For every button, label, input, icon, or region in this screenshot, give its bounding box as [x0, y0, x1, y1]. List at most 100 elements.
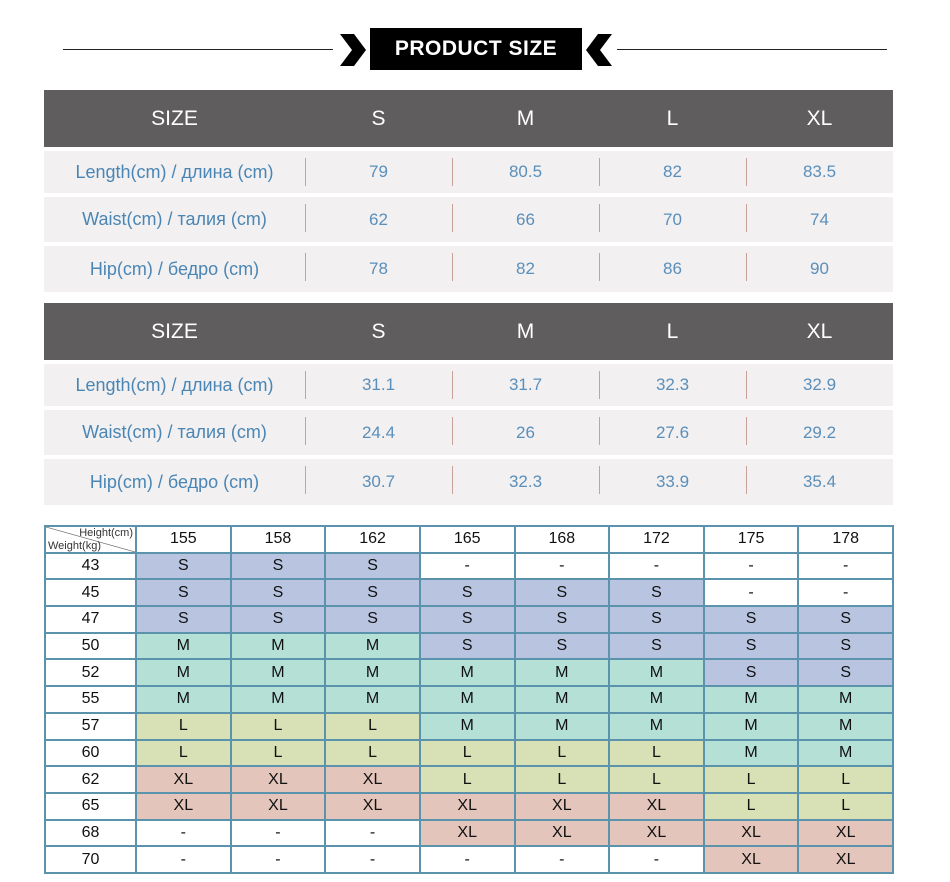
weight: 50 [44, 631, 137, 661]
weight: 70 [44, 845, 137, 874]
size-cell: L [418, 738, 516, 768]
cell-value: 35.4 [746, 459, 893, 505]
size-cell: - [418, 845, 516, 874]
size-cell: M [135, 658, 232, 688]
grid-row: 68- - - XL XL XL XL XL [44, 818, 894, 848]
cell-value: 24.4 [305, 410, 452, 455]
cell-value: 86 [599, 246, 746, 292]
size-cell: XL [608, 791, 705, 821]
size-cell: XL [229, 791, 327, 821]
height: 165 [418, 525, 516, 554]
size-cell: L [702, 791, 800, 821]
cell-value: 29.2 [746, 410, 893, 455]
column-header: M [516, 319, 535, 343]
corner: Height(cm) Weight(kg) [44, 525, 137, 554]
size-cell: M [418, 685, 516, 714]
size-cell: M [135, 685, 232, 714]
cell-value: 31.1 [305, 364, 452, 406]
size-cell: M [702, 738, 800, 768]
size-cell: L [702, 765, 800, 794]
size-row: Length(cm) / длина (cm) 79 80.5 82 83.5 [44, 151, 893, 193]
grid-row: 65 XL XL XL XL XL XL L L [44, 791, 894, 821]
cell-value: 31.7 [452, 364, 599, 406]
size-cell: L [797, 791, 894, 821]
size-cell: XL [513, 818, 611, 848]
size-cell: S [513, 578, 611, 608]
size-cell: L [229, 738, 327, 768]
header-row: SIZE S M L XL [44, 90, 893, 147]
size-cell: L [135, 711, 232, 741]
size-cell: S [324, 578, 421, 608]
height: 168 [513, 525, 611, 554]
size-cell: M [513, 685, 611, 714]
size-cell: L [608, 738, 705, 768]
size-cell: S [135, 551, 232, 581]
size-cell: - [135, 818, 232, 848]
size-cell: S [418, 631, 516, 661]
weight: 68 [44, 818, 137, 848]
size-cell: - [513, 551, 611, 581]
size-cell: M [702, 685, 800, 714]
size-cell: S [702, 605, 800, 634]
size-cell: M [608, 658, 705, 688]
size-cell: S [324, 605, 421, 634]
size-cell: S [702, 658, 800, 688]
size-cell: - [608, 551, 705, 581]
size-cell: S [608, 631, 705, 661]
column-header: SIZE [151, 106, 198, 130]
size-cell: S [135, 578, 232, 608]
size-cell: XL [702, 818, 800, 848]
size-cell: L [324, 711, 421, 741]
size-cell: L [608, 765, 705, 794]
weight: 65 [44, 791, 137, 821]
size-row: Hip(cm) / бедро (cm) 78 82 86 90 [44, 246, 893, 292]
size-cell: S [608, 578, 705, 608]
cell-value: 27.6 [599, 410, 746, 455]
size-cell: - [702, 578, 800, 608]
row-label: Length(cm) / длина (cm) [75, 161, 274, 182]
weight: 60 [44, 738, 137, 768]
grid-row: 45 S S S S S S - - [44, 578, 894, 608]
size-cell: M [608, 711, 705, 741]
size-row: Waist(cm) / талия (cm) 24.4 26 27.6 29.2 [44, 410, 893, 455]
column-header: SIZE [151, 319, 198, 343]
cell-value: 90 [746, 246, 893, 292]
cell-value: 82 [599, 151, 746, 193]
cell-value: 70 [599, 197, 746, 242]
height: 175 [702, 525, 800, 554]
size-cell: XL [797, 845, 894, 874]
size-cell: L [229, 711, 327, 741]
weight: 52 [44, 658, 137, 688]
height: 178 [797, 525, 894, 554]
size-cell: XL [608, 818, 705, 848]
size-cell: M [418, 658, 516, 688]
size-cell: M [797, 685, 894, 714]
size-cell: M [324, 631, 421, 661]
size-cell: L [513, 738, 611, 768]
cell-value: 83.5 [746, 151, 893, 193]
cell-value: 80.5 [452, 151, 599, 193]
size-cell: - [229, 845, 327, 874]
row-label: Hip(cm) / бедро (cm) [89, 471, 260, 492]
title: PRODUCT SIZE [370, 28, 582, 70]
size-cell: S [135, 605, 232, 634]
grid-row: 50 M M M S S S S S [44, 631, 894, 661]
size-cell: XL [135, 765, 232, 794]
size-cell: M [229, 658, 327, 688]
size-cell: XL [702, 845, 800, 874]
row-label: Hip(cm) / бедро (cm) [89, 258, 260, 279]
size-cell: S [229, 551, 327, 581]
grid-row: 52 M M M M M M S S [44, 658, 894, 688]
size-cell: M [135, 631, 232, 661]
grid-row: 55 M M M M M M M M [44, 685, 894, 714]
column-header: L [666, 106, 679, 130]
size-cell: M [797, 711, 894, 741]
size-cell: - [513, 845, 611, 874]
size-cell: L [135, 738, 232, 768]
size-grid: Height(cm) Weight(kg) 155 158 162 165 168 172 17… [44, 525, 894, 874]
header-row: SIZE S M L XL [44, 303, 893, 360]
weight: 47 [44, 605, 137, 634]
size-cell: S [513, 605, 611, 634]
chevron [586, 34, 612, 66]
cell-value: 79 [305, 151, 452, 193]
